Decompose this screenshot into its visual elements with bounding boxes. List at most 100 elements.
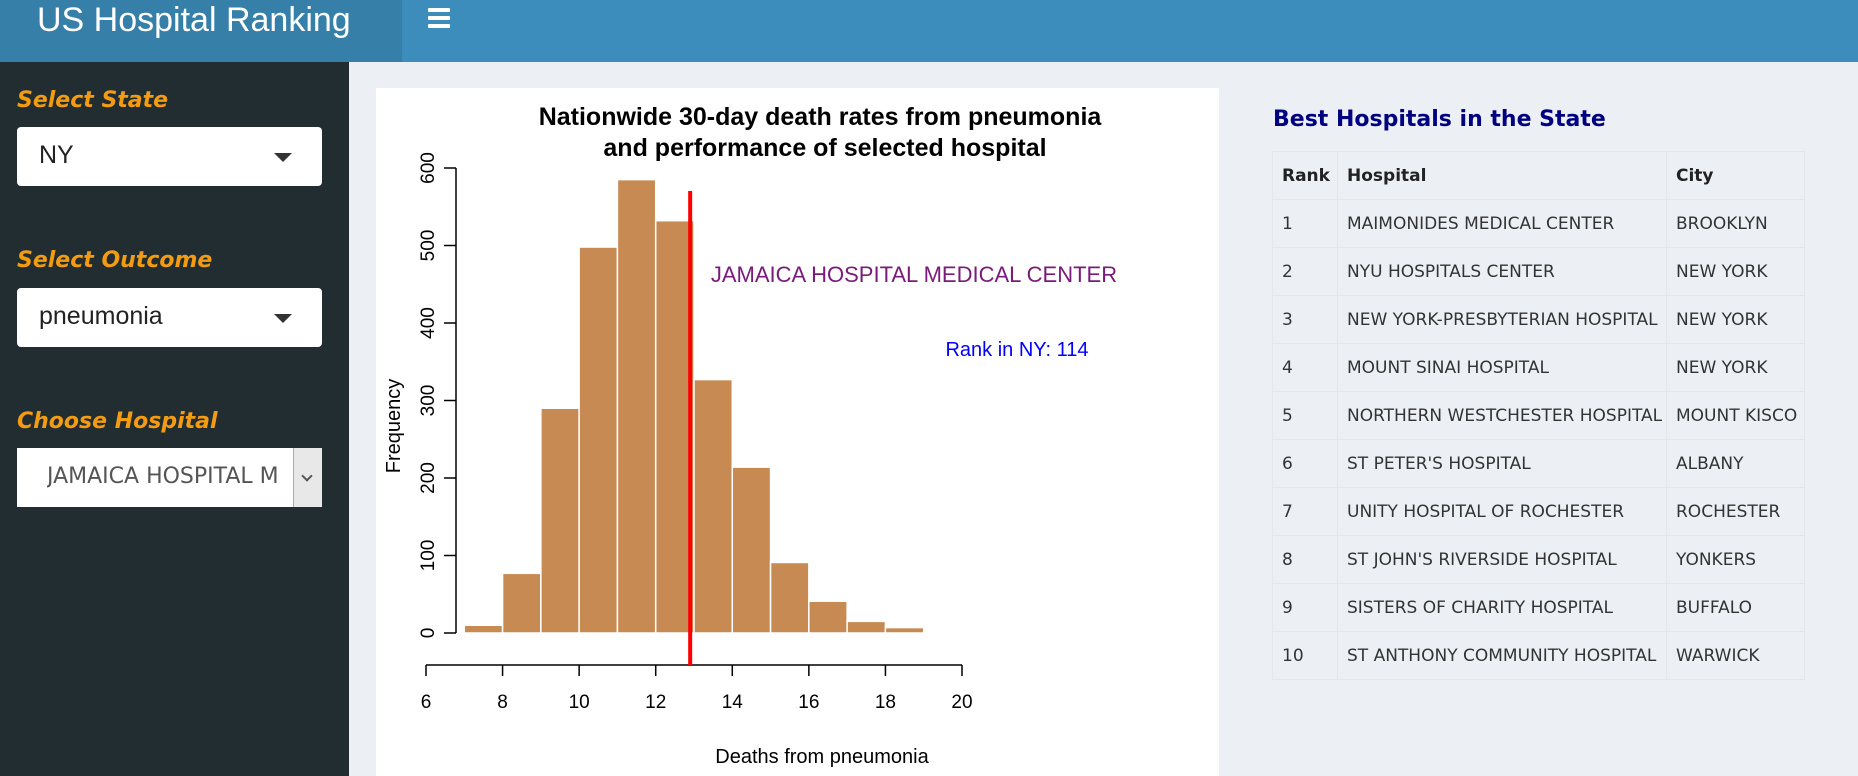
table-row: 7 UNITY HOSPITAL OF ROCHESTER ROCHESTER <box>1272 487 1805 536</box>
table-row: 6 ST PETER'S HOSPITAL ALBANY <box>1272 439 1805 488</box>
state-select-value: NY <box>39 141 74 169</box>
column-header-rank: Rank <box>1272 151 1338 200</box>
x-tick-label: 16 <box>798 692 819 713</box>
app-title: US Hospital Ranking <box>0 0 402 62</box>
rank-annotation: Rank in NY: 114 <box>945 339 1088 361</box>
ranking-table: Rank Hospital City 1 MAIMONIDES MEDICAL C… <box>1272 151 1805 680</box>
x-tick-label: 6 <box>421 692 432 713</box>
rank-cell: 2 <box>1272 247 1338 296</box>
x-tick-label: 10 <box>569 692 590 713</box>
y-axis-label: Frequency <box>383 379 405 474</box>
table-row: 9 SISTERS OF CHARITY HOSPITAL BUFFALO <box>1272 583 1805 632</box>
ranking-table-title: Best Hospitals in the State <box>1273 107 1606 132</box>
city-cell: NEW YORK <box>1666 295 1805 344</box>
x-axis-label: Deaths from pneumonia <box>715 746 929 768</box>
rank-cell: 7 <box>1272 487 1338 536</box>
hospital-cell: UNITY HOSPITAL OF ROCHESTER <box>1337 487 1667 536</box>
rank-cell: 3 <box>1272 295 1338 344</box>
column-header-city: City <box>1666 151 1805 200</box>
rank-cell: 8 <box>1272 535 1338 584</box>
x-tick-label: 20 <box>951 692 972 713</box>
rank-cell: 1 <box>1272 199 1338 248</box>
hospital-cell: ST ANTHONY COMMUNITY HOSPITAL <box>1337 631 1667 680</box>
hamburger-icon-bar <box>428 8 450 12</box>
sidebar: Select State NY Select Outcome pneumonia… <box>0 62 349 776</box>
city-cell: BUFFALO <box>1666 583 1805 632</box>
x-tick-label: 12 <box>645 692 666 713</box>
outcome-select-value: pneumonia <box>39 302 163 330</box>
hamburger-icon-bar <box>428 24 450 28</box>
chart-title-line2: and performance of selected hospital <box>603 134 1046 162</box>
dropdown-button[interactable] <box>293 448 322 507</box>
hospital-cell: NEW YORK-PRESBYTERIAN HOSPITAL <box>1337 295 1667 344</box>
hospital-cell: MOUNT SINAI HOSPITAL <box>1337 343 1667 392</box>
rank-cell: 9 <box>1272 583 1338 632</box>
y-tick-label: 0 <box>418 628 439 639</box>
table-row: 8 ST JOHN'S RIVERSIDE HOSPITAL YONKERS <box>1272 535 1805 584</box>
table-row: 2 NYU HOSPITALS CENTER NEW YORK <box>1272 247 1805 296</box>
sidebar-toggle-button[interactable] <box>424 6 454 32</box>
hamburger-icon-bar <box>428 16 450 20</box>
y-tick-label: 300 <box>418 385 439 417</box>
hospital-cell: NORTHERN WESTCHESTER HOSPITAL <box>1337 391 1667 440</box>
choose-hospital-label: Choose Hospital <box>17 409 218 434</box>
hospital-annotation: JAMAICA HOSPITAL MEDICAL CENTER <box>711 262 1117 287</box>
histogram-bar <box>540 407 580 634</box>
histogram-panel: Nationwide 30-day death rates from pneum… <box>376 88 1219 776</box>
y-tick-label: 500 <box>418 230 439 262</box>
table-row: 3 NEW YORK-PRESBYTERIAN HOSPITAL NEW YORK <box>1272 295 1805 344</box>
y-tick-label: 100 <box>418 540 439 572</box>
select-outcome-label: Select Outcome <box>17 248 213 273</box>
hospital-cell: ST PETER'S HOSPITAL <box>1337 439 1667 488</box>
histogram-bar <box>846 620 887 634</box>
city-cell: YONKERS <box>1666 535 1805 584</box>
caret-down-icon <box>274 153 292 162</box>
city-cell: ROCHESTER <box>1666 487 1805 536</box>
outcome-select[interactable]: pneumonia <box>17 288 322 347</box>
x-tick-label: 8 <box>497 692 508 713</box>
hospital-cell: SISTERS OF CHARITY HOSPITAL <box>1337 583 1667 632</box>
hospital-select-value: JAMAICA HOSPITAL M <box>47 464 279 489</box>
hospital-cell: NYU HOSPITALS CENTER <box>1337 247 1667 296</box>
rank-cell: 5 <box>1272 391 1338 440</box>
city-cell: NEW YORK <box>1666 343 1805 392</box>
chart-title-line1: Nationwide 30-day death rates from pneum… <box>539 103 1103 131</box>
city-cell: ALBANY <box>1666 439 1805 488</box>
y-tick-label: 200 <box>418 462 439 494</box>
rank-cell: 10 <box>1272 631 1338 680</box>
table-row: 1 MAIMONIDES MEDICAL CENTER BROOKLYN <box>1272 199 1805 248</box>
top-navbar: US Hospital Ranking <box>0 0 1858 62</box>
table-header-row: Rank Hospital City <box>1272 151 1805 200</box>
x-tick-label: 14 <box>722 692 744 713</box>
hospital-cell: MAIMONIDES MEDICAL CENTER <box>1337 199 1667 248</box>
histogram-bar <box>884 626 925 634</box>
histogram-bar <box>501 572 542 634</box>
state-select[interactable]: NY <box>17 127 322 186</box>
hospital-select[interactable]: JAMAICA HOSPITAL M <box>17 448 322 507</box>
histogram-bar <box>463 624 504 634</box>
histogram-bar <box>731 466 772 634</box>
table-row: 5 NORTHERN WESTCHESTER HOSPITAL MOUNT KISC… <box>1272 391 1805 440</box>
city-cell: NEW YORK <box>1666 247 1805 296</box>
y-tick-label: 600 <box>418 152 439 184</box>
table-row: 4 MOUNT SINAI HOSPITAL NEW YORK <box>1272 343 1805 392</box>
chevron-down-icon <box>301 470 313 482</box>
x-tick-label: 18 <box>875 692 896 713</box>
city-cell: MOUNT KISCO <box>1666 391 1805 440</box>
column-header-hospital: Hospital <box>1337 151 1667 200</box>
histogram-bar <box>578 246 619 634</box>
caret-down-icon <box>274 314 292 323</box>
select-state-label: Select State <box>17 88 169 113</box>
histogram-chart: Nationwide 30-day death rates from pneum… <box>383 103 1117 768</box>
histogram-bar <box>616 178 657 634</box>
rank-cell: 4 <box>1272 343 1338 392</box>
table-row: 10 ST ANTHONY COMMUNITY HOSPITAL WARWICK <box>1272 631 1805 680</box>
rank-cell: 6 <box>1272 439 1338 488</box>
histogram-bar <box>808 600 848 634</box>
y-tick-label: 400 <box>418 307 439 339</box>
histogram-bar <box>654 219 695 634</box>
hospital-cell: ST JOHN'S RIVERSIDE HOSPITAL <box>1337 535 1667 584</box>
city-cell: BROOKLYN <box>1666 199 1805 248</box>
histogram-bar <box>693 378 734 634</box>
city-cell: WARWICK <box>1666 631 1805 680</box>
